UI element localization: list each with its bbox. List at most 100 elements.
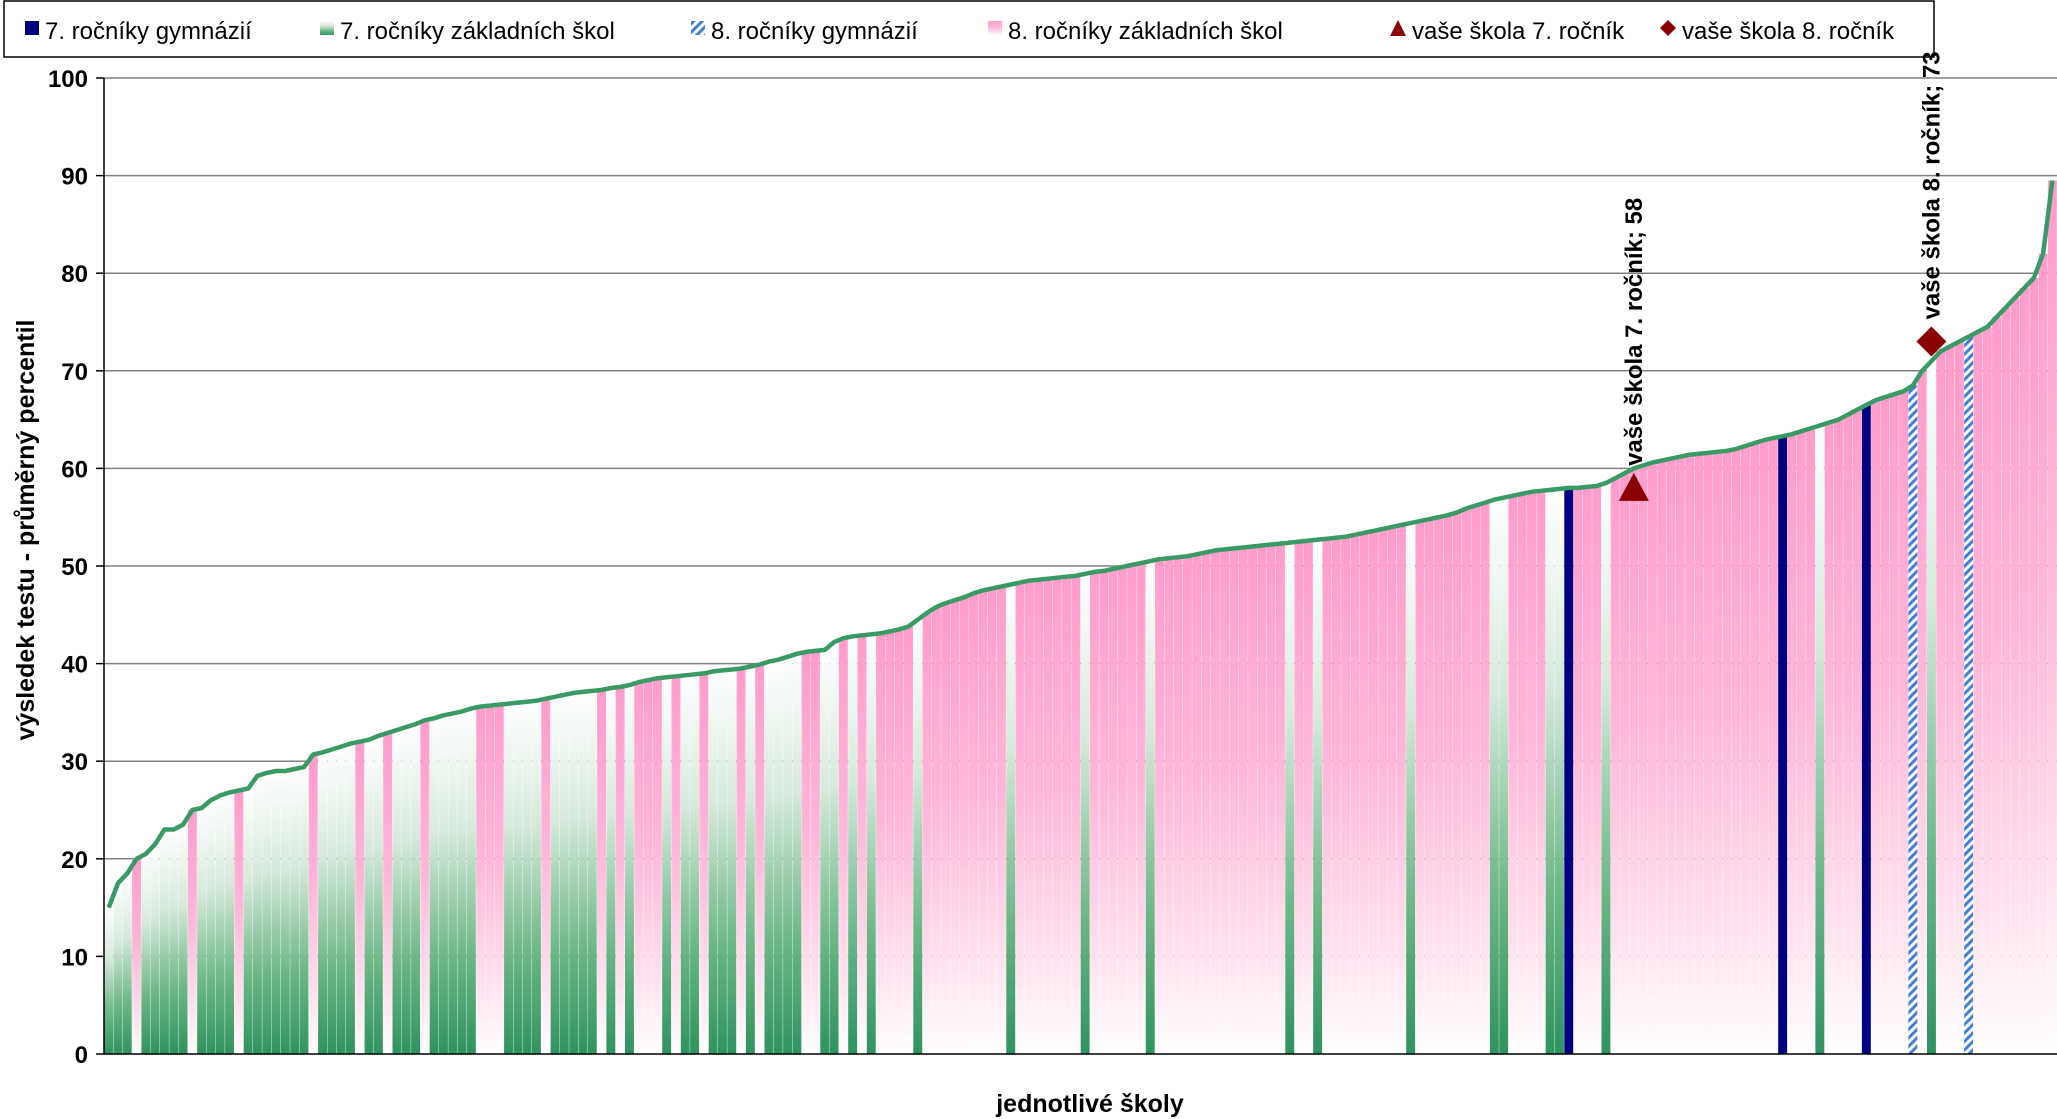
bar-zs8-146: [1461, 508, 1471, 1054]
bar-zs7-80: [848, 636, 858, 1054]
bar-zs8-84: [885, 631, 895, 1054]
bar-zs7-149: [1489, 499, 1499, 1055]
bar-zs8-177: [1750, 443, 1760, 1054]
bar-gym8-200: [1964, 336, 1974, 1054]
bar-zs8-27: [355, 741, 365, 1054]
bar-zs8-57: [634, 682, 644, 1054]
bar-zs8-101: [1043, 578, 1053, 1054]
bar-zs8-47: [541, 698, 551, 1054]
legend-item-gym8: 8. ročníky gymnázií: [691, 18, 918, 45]
bar-zs8-142: [1424, 519, 1434, 1054]
bar-zs8-64: [699, 673, 709, 1054]
bar-zs7-8: [178, 824, 188, 1054]
bar-zs8-152: [1517, 493, 1527, 1054]
legend-label-zs7: 7. ročníky základních škol: [340, 18, 615, 45]
bar-zs7-21: [299, 767, 309, 1054]
bar-zs7-66: [717, 670, 727, 1054]
bar-zs8-95: [987, 588, 997, 1054]
legend-triangle-icon: [1390, 20, 1406, 36]
bar-zs8-153: [1527, 491, 1537, 1055]
legend-item-zs8: 8. ročníky základních škol: [988, 18, 1283, 45]
bar-zs8-100: [1034, 579, 1044, 1054]
bar-zs7-33: [411, 724, 421, 1054]
bar-zs8-141: [1415, 521, 1425, 1054]
bar-zs8-159: [1582, 486, 1592, 1055]
legend-label-marker7: vaše škola 7. ročník: [1412, 18, 1625, 45]
bar-zs8-131: [1322, 538, 1332, 1054]
bar-zs8-166: [1647, 462, 1657, 1054]
bar-zs8-138: [1387, 526, 1397, 1054]
bar-zs8-115: [1173, 557, 1183, 1054]
bar-zs8-55: [615, 687, 625, 1054]
bar-zs8-164: [1629, 468, 1639, 1054]
bar-zs7-184: [1815, 425, 1825, 1054]
bar-zs8-187: [1843, 414, 1853, 1055]
bar-zs7-50: [569, 692, 579, 1054]
mean-line: [106, 180, 2055, 909]
bar-zs8-135: [1359, 532, 1369, 1054]
bar-zs8-99: [1024, 580, 1034, 1054]
bar-zs8-53: [597, 689, 607, 1054]
bar-zs8-91: [950, 600, 960, 1054]
bar-zs8-22: [308, 754, 318, 1054]
bar-zs8-185: [1824, 422, 1834, 1054]
y-tick-label-30: 30: [61, 749, 88, 776]
bar-zs7-52: [587, 690, 597, 1054]
legend-swatch-zs7: [320, 21, 334, 35]
mean-line-path: [106, 180, 2055, 909]
y-tick-label-20: 20: [61, 847, 88, 874]
bar-zs7-140: [1406, 523, 1416, 1054]
bar-zs8-197: [1936, 351, 1946, 1054]
bar-zs8-147: [1471, 505, 1481, 1054]
bar-zs8-3: [132, 858, 142, 1054]
bar-zs8-76: [810, 650, 820, 1054]
bar-zs7-69: [745, 666, 755, 1054]
bar-zs7-28: [364, 739, 374, 1054]
bar-zs7-11: [206, 800, 216, 1054]
bar-zs8-109: [1117, 566, 1127, 1054]
bar-zs8-204: [2001, 307, 2011, 1054]
bar-zs8-176: [1740, 445, 1750, 1054]
annotation-label-2: vaše škola 8. ročník; 73: [1918, 51, 1945, 319]
bar-zs8-40: [476, 706, 486, 1054]
bar-zs8-202: [1982, 326, 1992, 1054]
bar-zs7-54: [606, 688, 616, 1054]
bar-zs8-145: [1452, 512, 1462, 1054]
bar-zs8-79: [838, 638, 848, 1054]
bar-zs8-124: [1257, 545, 1267, 1054]
axes: [103, 78, 2057, 1055]
bar-zs8-70: [755, 664, 765, 1054]
bar-zs8-41: [485, 705, 495, 1054]
legend-label-zs8: 8. ročníky základních škol: [1008, 18, 1283, 45]
bar-zs8-198: [1945, 346, 1955, 1054]
bar-zs7-16: [252, 775, 262, 1054]
legend-label-marker8: vaše škola 8. ročník: [1682, 18, 1895, 45]
legend-item-marker8: vaše škola 8. ročník: [1660, 18, 1895, 45]
y-tick-label-50: 50: [61, 554, 88, 581]
bar-zs8-14: [234, 790, 244, 1054]
bar-zs8-34: [420, 720, 430, 1054]
legend-swatch-zs8: [988, 21, 1002, 35]
bar-zs8-113: [1155, 559, 1165, 1054]
bar-zs7-87: [913, 619, 923, 1054]
y-tick-label-90: 90: [61, 164, 88, 191]
bar-zs8-171: [1694, 453, 1704, 1054]
bar-zs8-125: [1266, 544, 1276, 1054]
legend-box: [3, 0, 1935, 58]
bar-zs8-30: [383, 732, 393, 1054]
bar-zs7-196: [1926, 361, 1936, 1054]
bar-zs8-178: [1759, 440, 1769, 1054]
bar-zs8-158: [1573, 487, 1583, 1054]
bar-zs8-96: [996, 586, 1006, 1054]
bar-zs7-31: [392, 729, 402, 1054]
bars: [104, 180, 2057, 1055]
bar-zs8-123: [1248, 546, 1258, 1054]
bar-zs8-181: [1787, 434, 1797, 1054]
bar-zs8-119: [1210, 550, 1220, 1054]
bar-zs7-67: [727, 669, 737, 1054]
bar-zs7-74: [792, 653, 802, 1054]
bar-zs7-51: [578, 691, 588, 1054]
gridlines: [96, 77, 2057, 1055]
bar-zs8-167: [1657, 460, 1667, 1054]
